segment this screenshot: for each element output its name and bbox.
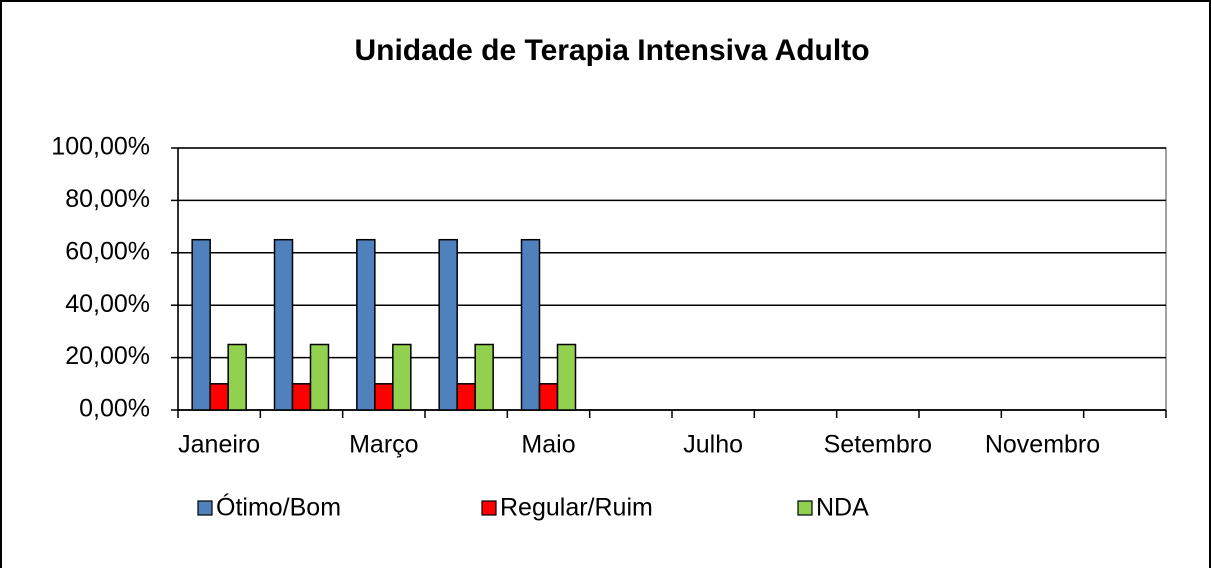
bar <box>520 238 541 411</box>
y-tick-label: 80,00% <box>65 185 150 213</box>
legend-label: NDA <box>816 494 869 522</box>
bar <box>227 343 247 411</box>
bar <box>556 343 577 411</box>
bar <box>273 238 294 411</box>
bar <box>392 343 412 411</box>
x-tick-label: Janeiro <box>178 431 260 459</box>
x-tick-label: Maio <box>521 431 575 459</box>
x-tick-label: Março <box>349 431 418 459</box>
bar <box>309 343 330 411</box>
bar <box>474 343 494 411</box>
legend-swatch <box>481 500 497 516</box>
bar <box>191 238 211 411</box>
bar <box>438 238 458 411</box>
bar <box>456 383 476 411</box>
y-tick-label: 20,00% <box>65 342 150 370</box>
bar <box>291 383 312 411</box>
legend-label: Regular/Ruim <box>500 494 653 522</box>
x-tick-label: Setembro <box>824 431 932 459</box>
chart-title: Unidade de Terapia Intensiva Adulto <box>354 34 869 67</box>
y-tick-label: 40,00% <box>65 290 150 318</box>
bar <box>374 383 394 411</box>
bar <box>538 383 559 411</box>
bar <box>209 383 229 411</box>
bar <box>356 238 376 411</box>
x-tick-label: Julho <box>683 431 743 459</box>
y-tick-label: 100,00% <box>51 133 150 161</box>
legend-swatch <box>797 500 813 516</box>
y-tick-label: 60,00% <box>65 237 150 265</box>
legend-swatch <box>197 500 213 516</box>
legend-label: Ótimo/Bom <box>216 493 341 522</box>
y-tick-label: 0,00% <box>79 395 150 423</box>
x-tick-label: Novembro <box>985 431 1100 459</box>
